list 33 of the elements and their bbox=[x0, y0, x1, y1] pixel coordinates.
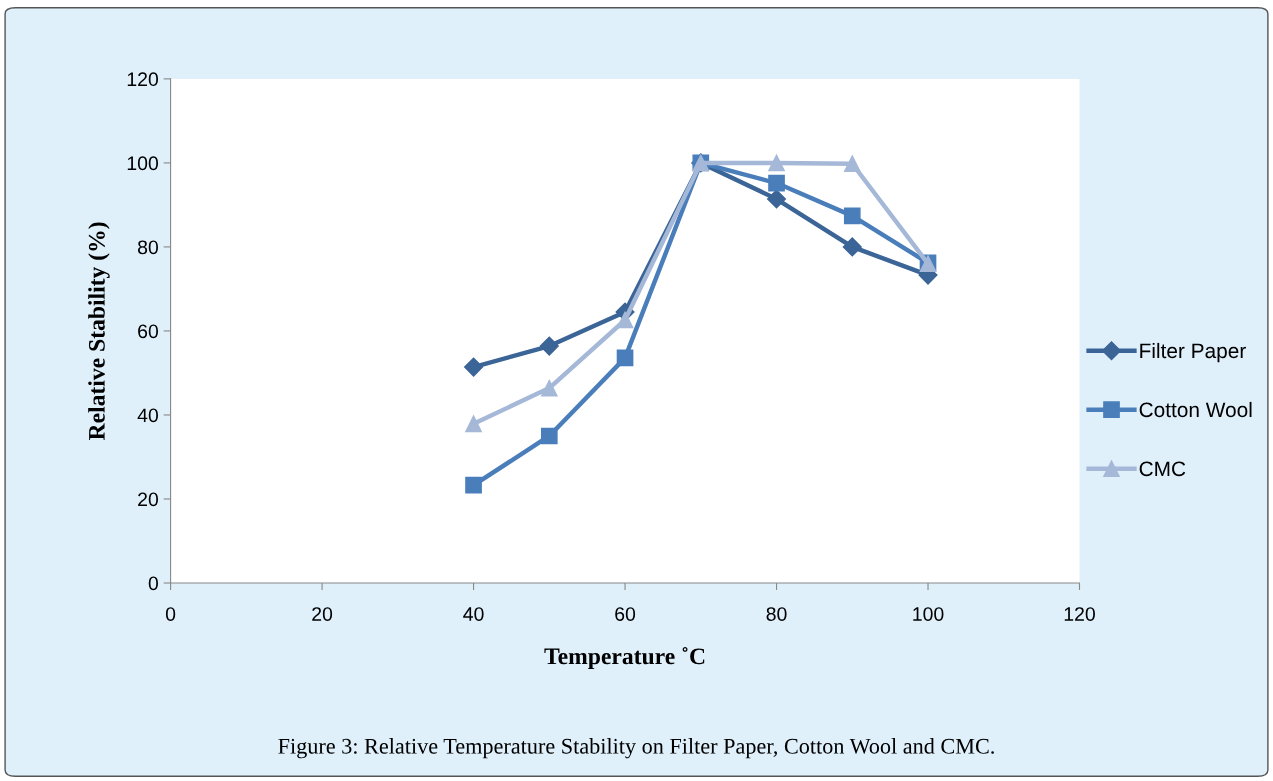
x-tick-label: 80 bbox=[766, 607, 787, 621]
y-tick-label: 60 bbox=[138, 324, 159, 339]
point bbox=[539, 336, 559, 356]
y-tick-label: 80 bbox=[138, 240, 159, 255]
point bbox=[540, 427, 558, 445]
legend-label: Filter Paper bbox=[1140, 342, 1246, 363]
point bbox=[842, 237, 862, 257]
y-tick-label: 0 bbox=[148, 576, 159, 591]
point bbox=[464, 357, 484, 377]
x-tick-label: 40 bbox=[463, 607, 484, 621]
point bbox=[768, 174, 785, 192]
caption: Figure 3: Relative Temperature Stability on Filter Paper, Cotton Wool and CMC. bbox=[278, 738, 994, 759]
legend-label: CMC bbox=[1139, 461, 1186, 477]
y-tick-label: 20 bbox=[138, 492, 159, 507]
point bbox=[616, 349, 634, 367]
point bbox=[766, 189, 787, 209]
y-tick-label: 120 bbox=[127, 72, 159, 87]
point bbox=[843, 155, 861, 173]
legend-label: Cotton Wool bbox=[1139, 401, 1252, 418]
x-tick-label: 60 bbox=[615, 607, 636, 621]
y-axis-title: Relative Stability (%) bbox=[88, 222, 110, 441]
x-tick-label: 0 bbox=[165, 607, 176, 621]
x-tick-label: 120 bbox=[1064, 607, 1095, 621]
x-axis-title: Temperature ˚C bbox=[544, 646, 705, 670]
point bbox=[843, 207, 861, 225]
y-tick-label: 100 bbox=[127, 156, 159, 171]
point bbox=[465, 476, 482, 494]
point bbox=[540, 379, 558, 397]
x-tick-label: 100 bbox=[913, 607, 944, 621]
x-tick-label: 20 bbox=[312, 607, 333, 621]
y-tick-label: 40 bbox=[137, 408, 159, 423]
point bbox=[465, 415, 482, 433]
point bbox=[768, 154, 785, 172]
